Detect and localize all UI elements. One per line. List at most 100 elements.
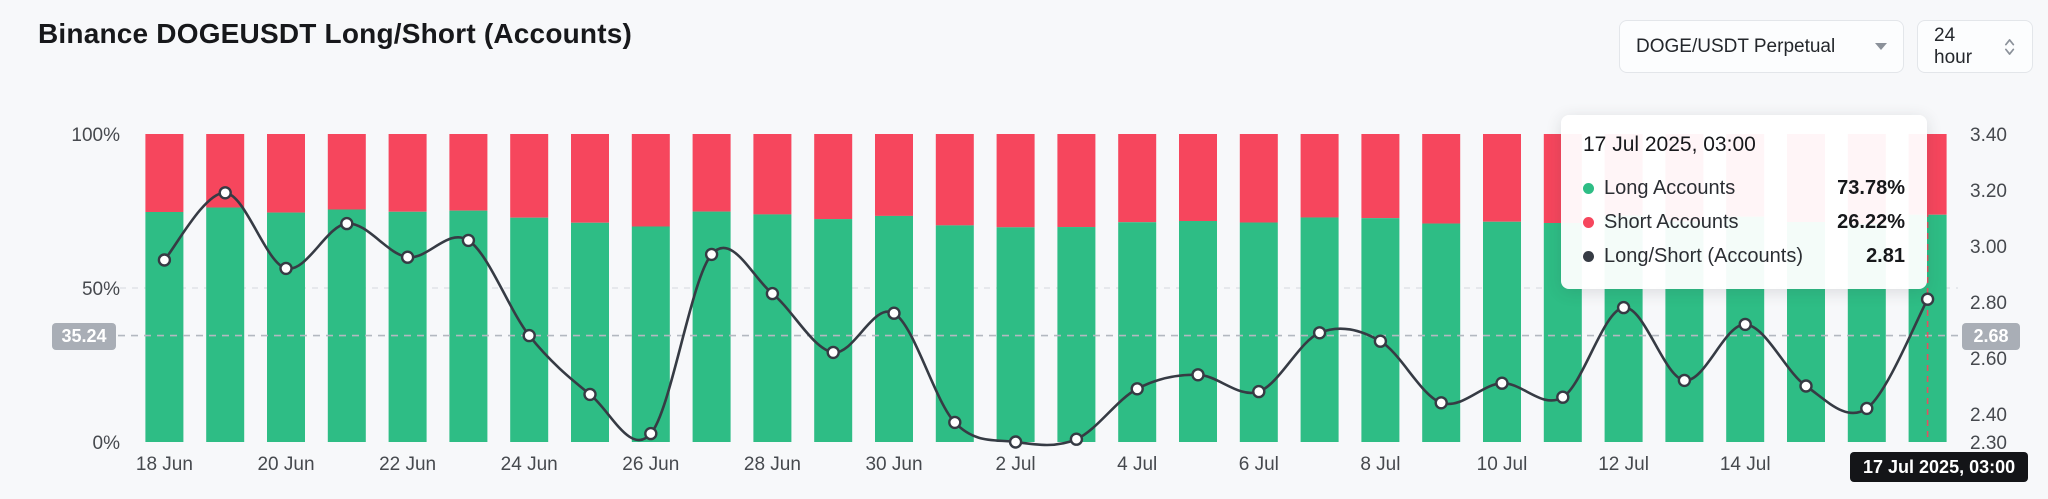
short-bar-segment-29-jun[interactable] [814,134,853,220]
short-bar-segment-27-jun[interactable] [692,134,731,212]
short-bar-segment-28-jun[interactable] [753,134,792,215]
short-bar-segment-3-jul[interactable] [1057,134,1096,228]
short-bar-segment-20-jun[interactable] [267,134,305,213]
short-bar-segment-9-jul[interactable] [1422,134,1461,224]
ratio-marker-12-jul[interactable] [1616,300,1631,315]
short-accounts-dot-icon [1583,216,1594,228]
right-axis-tick-2.60: 2.60 [1970,349,2007,370]
short-bar-segment-22-jun[interactable] [388,134,427,212]
ratio-marker-26-jun[interactable] [644,426,658,441]
long-bar-segment-27-jun[interactable] [692,211,731,442]
x-axis-tick-2-jul: 2 Jul [996,454,1036,475]
left-axis-tick-50%: 50% [82,279,120,300]
long-bar-segment-23-jun[interactable] [449,210,488,442]
ratio-marker-10-jul[interactable] [1495,376,1509,390]
ratio-marker-18-jun[interactable] [157,253,172,267]
ratio-marker-7-jul[interactable] [1312,326,1327,340]
short-bar-segment-25-jun[interactable] [571,134,609,223]
long-bar-segment-25-jun[interactable] [571,222,609,442]
long-bar-segment-21-jun[interactable] [327,209,366,442]
short-bar-segment-4-jul[interactable] [1118,134,1157,223]
x-axis-tick-14-jul: 14 Jul [1720,454,1771,475]
long-bar-segment-18-jun[interactable] [145,211,184,442]
short-bar-segment-5-jul[interactable] [1179,134,1217,222]
short-bar-segment-6-jul[interactable] [1239,134,1278,223]
short-bar-segment-21-jun[interactable] [327,134,366,210]
long-bar-segment-28-jun[interactable] [753,214,792,442]
ratio-marker-29-jun[interactable] [826,345,840,360]
x-axis-tick-22-jun: 22 Jun [379,454,436,475]
long-bar-segment-20-jun[interactable] [267,212,305,442]
ratio-marker-2-jul[interactable] [1008,435,1023,449]
pair-select[interactable]: DOGE/USDT Perpetual [1619,20,1904,73]
pair-select-value: DOGE/USDT Perpetual [1636,35,1836,57]
ratio-marker-24-jun[interactable] [522,328,536,343]
long-bar-segment-3-jul[interactable] [1057,227,1096,442]
right-axis-tick-3.00: 3.00 [1970,237,2007,258]
short-bar-segment-8-jul[interactable] [1361,134,1400,219]
x-axis-tick-30-jun: 30 Jun [865,454,922,475]
right-axis-tick-3.20: 3.20 [1970,181,2007,202]
long-bar-segment-2-jul[interactable] [996,227,1035,442]
x-axis-tick-10-jul: 10 Jul [1477,454,1528,475]
ratio-marker-13-jul[interactable] [1677,373,1692,388]
short-bar-segment-24-jun[interactable] [510,134,549,218]
long-bar-segment-6-jul[interactable] [1239,222,1278,442]
ratio-marker-8-jul[interactable] [1373,334,1388,348]
x-axis-tick-4-jul: 4 Jul [1117,454,1157,475]
long-bar-segment-5-jul[interactable] [1179,221,1217,442]
tooltip-date: 17 Jul 2025, 03:00 [1583,133,1756,156]
ratio-marker-4-jul[interactable] [1130,382,1144,396]
long-bar-segment-10-jul[interactable] [1483,221,1521,442]
ratio-marker-5-jul[interactable] [1191,368,1205,382]
ratio-marker-15-jul[interactable] [1799,379,1813,393]
long-bar-segment-26-jun[interactable] [631,226,670,442]
short-bar-segment-10-jul[interactable] [1483,134,1521,222]
short-bar-segment-1-jul[interactable] [935,134,974,226]
x-axis-tick-8-jul: 8 Jul [1360,454,1400,475]
long-bar-segment-8-jul[interactable] [1361,218,1400,442]
ratio-marker-14-jul[interactable] [1738,317,1752,332]
short-bar-segment-23-jun[interactable] [449,134,488,211]
x-axis-tick-18-jun: 18 Jun [136,454,193,475]
short-bar-segment-26-jun[interactable] [631,134,670,227]
chevron-down-icon [1875,43,1887,50]
page-title: Binance DOGEUSDT Long/Short (Accounts) [38,18,633,49]
ratio-marker-1-jul[interactable] [948,415,962,430]
ratio-marker-17-jul[interactable] [1920,292,1935,306]
ratio-marker-20-jun[interactable] [279,261,293,276]
x-axis-tick-12-jul: 12 Jul [1598,454,1649,475]
ratio-marker-19-jun[interactable] [218,186,232,200]
left-axis-tick-100%: 100% [71,125,120,146]
long-bar-segment-29-jun[interactable] [814,219,853,442]
ratio-marker-28-jun[interactable] [765,286,780,301]
ratio-marker-6-jul[interactable] [1252,384,1266,399]
ratio-marker-16-jul[interactable] [1860,401,1874,416]
short-bar-segment-30-jun[interactable] [875,134,913,216]
tooltip-row-ratio: Long/Short (Accounts) 2.81 [1583,239,1905,273]
ratio-marker-3-jul[interactable] [1069,432,1084,446]
right-axis-tick-2.80: 2.80 [1970,293,2007,314]
ratio-dot-icon [1583,250,1594,262]
right-axis-tick-2.40: 2.40 [1970,405,2007,426]
ratio-marker-27-jun[interactable] [704,247,719,262]
interval-select[interactable]: 24 hour [1917,20,2033,73]
ratio-marker-21-jun[interactable] [340,216,354,231]
tooltip-value: 73.78% [1837,176,1905,199]
ratio-marker-22-jun[interactable] [400,250,415,264]
long-bar-segment-19-jun[interactable] [206,207,245,442]
ratio-marker-23-jun[interactable] [461,233,476,248]
short-bar-segment-7-jul[interactable] [1300,134,1339,218]
short-bar-segment-18-jun[interactable] [145,134,184,212]
tooltip-label: Long/Short (Accounts) [1604,244,1803,267]
tooltip-row-long: Long Accounts 73.78% [1583,171,1905,205]
long-bar-segment-22-jun[interactable] [388,211,427,442]
short-bar-segment-2-jul[interactable] [996,134,1035,228]
ratio-marker-25-jun[interactable] [583,387,597,402]
long-bar-segment-4-jul[interactable] [1118,222,1157,442]
long-bar-segment-1-jul[interactable] [935,225,974,442]
ratio-marker-30-jun[interactable] [887,306,901,320]
ratio-marker-9-jul[interactable] [1434,396,1448,410]
ratio-marker-11-jul[interactable] [1556,390,1570,404]
